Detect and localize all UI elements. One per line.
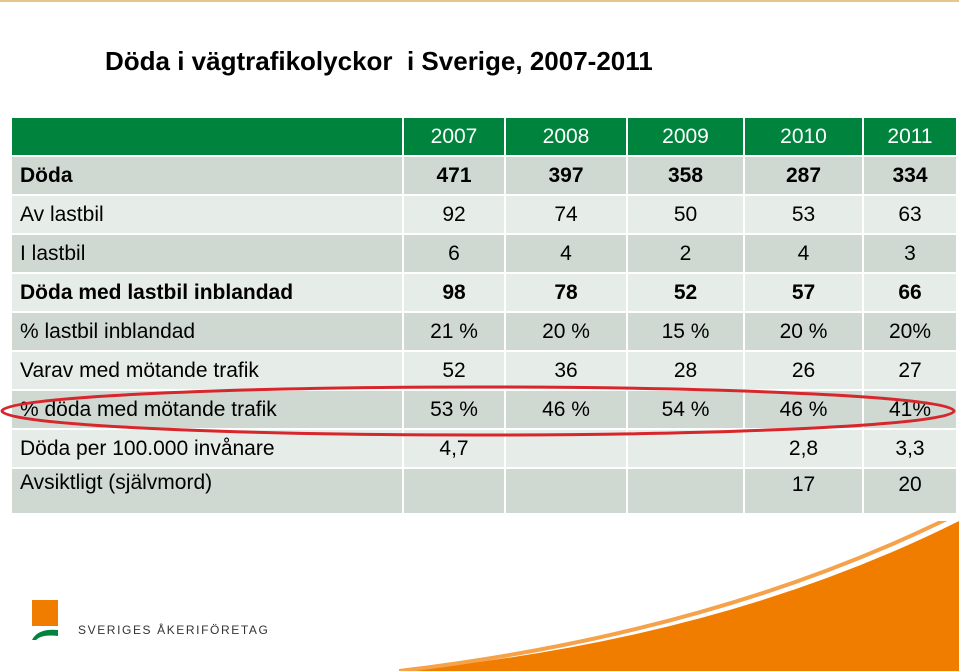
row-label: Varav med mötande trafik <box>12 352 404 391</box>
value-cell-2009: 54 % <box>628 391 745 430</box>
value-cell-2009 <box>628 430 745 469</box>
value-cell-2008: 74 <box>506 196 628 235</box>
value-cell-2007: 53 % <box>404 391 506 430</box>
value-cell-2011: 41% <box>864 391 958 430</box>
value-cell-2008 <box>506 430 628 469</box>
value-cell-2007 <box>404 469 506 515</box>
table-row: Varav med mötande trafik 52 36 28 26 27 <box>12 352 958 391</box>
value-cell-2009: 15 % <box>628 313 745 352</box>
header-year-2010: 2010 <box>745 118 864 157</box>
value-cell-2011: 20% <box>864 313 958 352</box>
value-cell-2007: 92 <box>404 196 506 235</box>
slide-title: Döda i vägtrafikolyckor i Sverige, 2007-… <box>105 46 653 76</box>
top-rule <box>0 0 959 2</box>
value-cell-2011: 3,3 <box>864 430 958 469</box>
row-label: I lastbil <box>12 235 404 274</box>
value-cell-2009: 52 <box>628 274 745 313</box>
value-cell-2010: 4 <box>745 235 864 274</box>
value-cell-2010: 46 % <box>745 391 864 430</box>
value-cell-2007: 4,7 <box>404 430 506 469</box>
value-cell-2007: 21 % <box>404 313 506 352</box>
table-row: Av lastbil 92 74 50 53 63 <box>12 196 958 235</box>
row-label: Döda per 100.000 invånare <box>12 430 404 469</box>
value-cell-2011: 27 <box>864 352 958 391</box>
value-cell-2010: 57 <box>745 274 864 313</box>
value-cell-2011: 3 <box>864 235 958 274</box>
value-cell-2010: 2,8 <box>745 430 864 469</box>
value-cell-2008: 36 <box>506 352 628 391</box>
logo-text: SVERIGES ÅKERIFÖRETAG <box>78 623 270 637</box>
value-cell-2008: 46 % <box>506 391 628 430</box>
row-label: Av lastbil <box>12 196 404 235</box>
value-cell-2007: 6 <box>404 235 506 274</box>
table-row: Döda med lastbil inblandad 98 78 52 57 66 <box>12 274 958 313</box>
value-cell-2008: 397 <box>506 157 628 196</box>
value-cell-2010: 17 <box>745 469 864 515</box>
value-cell-2010: 287 <box>745 157 864 196</box>
table-body: Döda 471 397 358 287 334 Av lastbil 92 74 50 53 63 I… <box>12 157 958 515</box>
header-year-2011: 2011 <box>864 118 958 157</box>
header-year-2009: 2009 <box>628 118 745 157</box>
value-cell-2009: 2 <box>628 235 745 274</box>
table-row: Döda 471 397 358 287 334 <box>12 157 958 196</box>
value-cell-2008 <box>506 469 628 515</box>
header-year-2007: 2007 <box>404 118 506 157</box>
table-row: % döda med mötande trafik 53 % 46 % 54 % 46 … <box>12 391 958 430</box>
row-label: Avsiktligt (självmord) <box>12 469 404 515</box>
value-cell-2008: 4 <box>506 235 628 274</box>
value-cell-2007: 471 <box>404 157 506 196</box>
row-label: Döda <box>12 157 404 196</box>
table-row: Avsiktligt (självmord) 17 20 <box>12 469 958 515</box>
table-row: Döda per 100.000 invånare 4,7 2,8 3,3 <box>12 430 958 469</box>
value-cell-2008: 78 <box>506 274 628 313</box>
table-row: % lastbil inblandad 21 % 20 % 15 % 20 % 20% <box>12 313 958 352</box>
traffic-deaths-table: 2007 2008 2009 2010 2011 Döda 471 397 358 28… <box>12 118 958 515</box>
value-cell-2009 <box>628 469 745 515</box>
value-cell-2011: 334 <box>864 157 958 196</box>
header-year-2008: 2008 <box>506 118 628 157</box>
orange-swoosh-decoration <box>399 521 959 671</box>
akeriforetag-logo-icon <box>32 600 58 640</box>
value-cell-2011: 66 <box>864 274 958 313</box>
value-cell-2009: 50 <box>628 196 745 235</box>
value-cell-2011: 63 <box>864 196 958 235</box>
table-row: I lastbil 6 4 2 4 3 <box>12 235 958 274</box>
value-cell-2009: 358 <box>628 157 745 196</box>
row-label: % lastbil inblandad <box>12 313 404 352</box>
value-cell-2007: 98 <box>404 274 506 313</box>
row-label: Döda med lastbil inblandad <box>12 274 404 313</box>
table-header-row: 2007 2008 2009 2010 2011 <box>12 118 958 157</box>
value-cell-2007: 52 <box>404 352 506 391</box>
header-corner-cell <box>12 118 404 157</box>
value-cell-2011: 20 <box>864 469 958 515</box>
value-cell-2010: 26 <box>745 352 864 391</box>
value-cell-2008: 20 % <box>506 313 628 352</box>
row-label: % döda med mötande trafik <box>12 391 404 430</box>
value-cell-2010: 53 <box>745 196 864 235</box>
value-cell-2010: 20 % <box>745 313 864 352</box>
value-cell-2009: 28 <box>628 352 745 391</box>
